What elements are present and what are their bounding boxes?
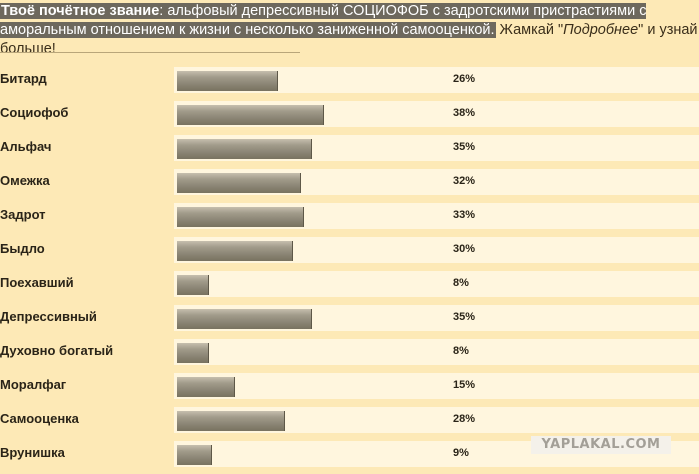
result-percent: 32%	[453, 175, 476, 187]
result-bar	[177, 309, 312, 329]
result-row: Депрессивный 35%	[0, 305, 699, 331]
result-row: Задрот 33%	[0, 203, 699, 229]
result-percent: 38%	[453, 107, 476, 119]
result-bar	[177, 275, 209, 295]
result-row: Самооценка 28%	[0, 407, 699, 433]
result-bar-track: 38%	[174, 101, 699, 127]
result-title-label: Твоё почётное звание	[1, 3, 160, 19]
result-bar	[177, 71, 278, 91]
result-percent: 33%	[453, 209, 476, 221]
result-row: Омежка 32%	[0, 169, 699, 195]
result-bar	[177, 411, 285, 431]
result-percent: 8%	[453, 277, 469, 289]
result-bar	[177, 173, 301, 193]
result-row: Быдло 30%	[0, 237, 699, 263]
result-row: Поехавший 8%	[0, 271, 699, 297]
result-label: Омежка	[0, 173, 50, 188]
more-hint-before: Жамкай "	[495, 22, 564, 38]
result-label: Духовно богатый	[0, 343, 114, 358]
result-bar	[177, 445, 212, 465]
more-hint: Жамкай "Подробнее" и узнай больше!	[0, 22, 698, 57]
result-row: Моралфаг 15%	[0, 373, 699, 399]
result-bar-track: 8%	[174, 271, 699, 297]
result-label: Врунишка	[0, 445, 65, 460]
result-percent: 15%	[453, 379, 476, 391]
result-label: Задрот	[0, 207, 46, 222]
result-percent: 35%	[453, 311, 476, 323]
result-bar-track: 33%	[174, 203, 699, 229]
result-bar-track: 35%	[174, 305, 699, 331]
result-row: Альфач 35%	[0, 135, 699, 161]
result-bar-track: 30%	[174, 237, 699, 263]
result-percent: 26%	[453, 73, 476, 85]
result-bar	[177, 343, 209, 363]
result-label: Битард	[0, 71, 47, 86]
result-bar-track: 8%	[174, 339, 699, 365]
result-bar-track: 35%	[174, 135, 699, 161]
result-bar-track: 26%	[174, 67, 699, 93]
result-percent: 8%	[453, 345, 469, 357]
result-bar	[177, 207, 304, 227]
more-hint-after: " и узнай больше!	[0, 22, 698, 57]
result-bar	[177, 139, 312, 159]
result-percent: 9%	[453, 447, 469, 459]
site-watermark: YAPLAKAL.COM	[531, 436, 671, 454]
result-label: Альфач	[0, 139, 52, 154]
result-bar	[177, 105, 324, 125]
result-percent: 28%	[453, 413, 476, 425]
result-row: Духовно богатый 8%	[0, 339, 699, 365]
result-bar	[177, 241, 293, 261]
result-label: Моралфаг	[0, 377, 67, 392]
result-title-text: альфовый депрессивный СОЦИОФОБ с задротс…	[0, 3, 647, 38]
result-row: Социофоб 38%	[0, 101, 699, 127]
result-label: Депрессивный	[0, 309, 97, 324]
result-header: Твоё почётное звание: альфовый депрессив…	[0, 2, 699, 59]
result-percent: 35%	[453, 141, 476, 153]
result-row: Битард 26%	[0, 67, 699, 93]
result-bar-track: 28%	[174, 407, 699, 433]
result-label: Поехавший	[0, 275, 74, 290]
more-link[interactable]: Подробнее	[563, 22, 639, 38]
result-label: Быдло	[0, 241, 45, 256]
result-percent: 30%	[453, 243, 476, 255]
result-bar	[177, 377, 235, 397]
result-title-separator: :	[159, 3, 164, 19]
result-bar-track: 32%	[174, 169, 699, 195]
result-label: Социофоб	[0, 105, 69, 120]
result-label: Самооценка	[0, 411, 79, 426]
result-bar-track: 15%	[174, 373, 699, 399]
header-divider	[0, 52, 300, 53]
